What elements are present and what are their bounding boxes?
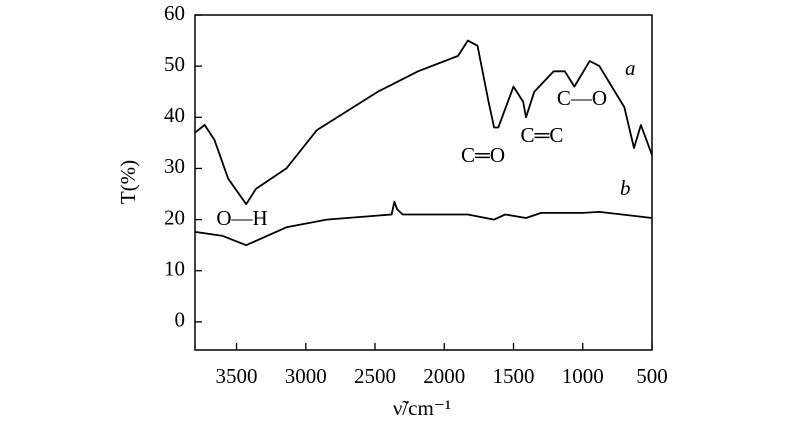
annotation: C═C xyxy=(521,123,564,147)
y-tick-label: 10 xyxy=(164,257,185,281)
x-axis-label: ν̃/cm⁻¹ xyxy=(393,396,451,420)
line-series xyxy=(194,200,653,247)
y-tick-label: 20 xyxy=(164,205,185,229)
y-tick-label: 40 xyxy=(164,103,185,127)
y-tick-label: 60 xyxy=(164,1,185,25)
x-tick-label: 3000 xyxy=(285,364,327,388)
x-tick-label: 2500 xyxy=(354,364,396,388)
line-series xyxy=(194,39,653,206)
annotation: O—H xyxy=(216,206,267,230)
y-tick-label: 0 xyxy=(175,308,186,332)
x-tick-label: 500 xyxy=(636,364,668,388)
annotation: C═O xyxy=(461,143,505,167)
y-axis-label: T(%) xyxy=(116,160,140,204)
x-tick-label: 1500 xyxy=(493,364,535,388)
y-tick-label: 50 xyxy=(164,52,185,76)
y-tick-label: 30 xyxy=(164,154,185,178)
x-tick-label: 1000 xyxy=(562,364,604,388)
x-tick-label: 2000 xyxy=(423,364,465,388)
x-tick-label: 3500 xyxy=(216,364,258,388)
series-label: a xyxy=(625,56,636,80)
annotation: C—O xyxy=(557,86,607,110)
plot-frame xyxy=(194,14,653,351)
series-label: b xyxy=(620,176,631,200)
